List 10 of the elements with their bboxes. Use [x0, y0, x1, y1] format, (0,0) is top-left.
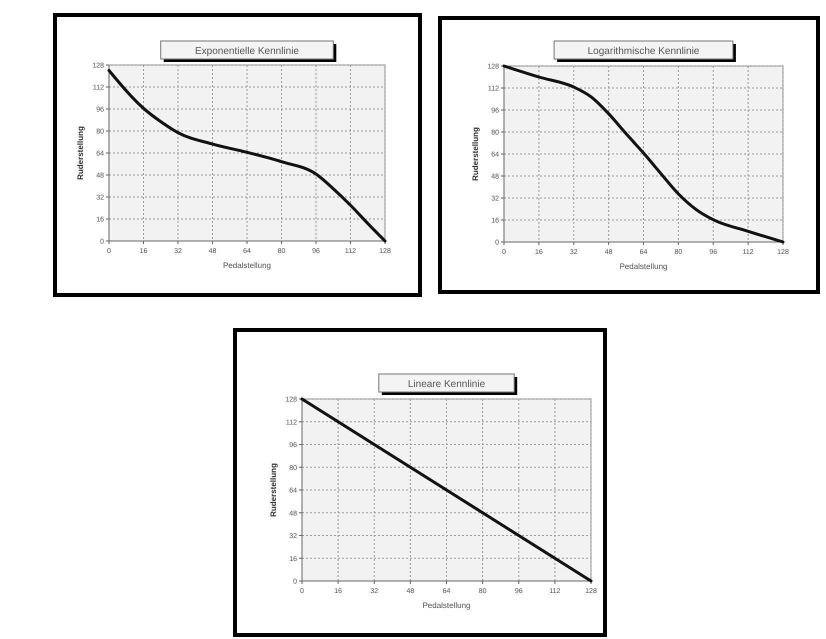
chart-title: Logarithmische Kennlinie: [588, 46, 700, 57]
y-axis-title: Ruderstellung: [269, 462, 278, 517]
chart-title: Exponentielle Kennlinie: [195, 46, 300, 57]
line-series: [502, 64, 784, 244]
y-axis-title: Ruderstellung: [76, 126, 85, 180]
x-axis-title: Pedalstellung: [222, 261, 272, 270]
y-axis-title: Ruderstellung: [471, 126, 480, 181]
chart-title: Lineare Kennlinie: [408, 379, 486, 390]
x-axis-title: Pedalstellung: [422, 601, 471, 610]
x-axis-title: Pedalstellung: [619, 262, 668, 271]
